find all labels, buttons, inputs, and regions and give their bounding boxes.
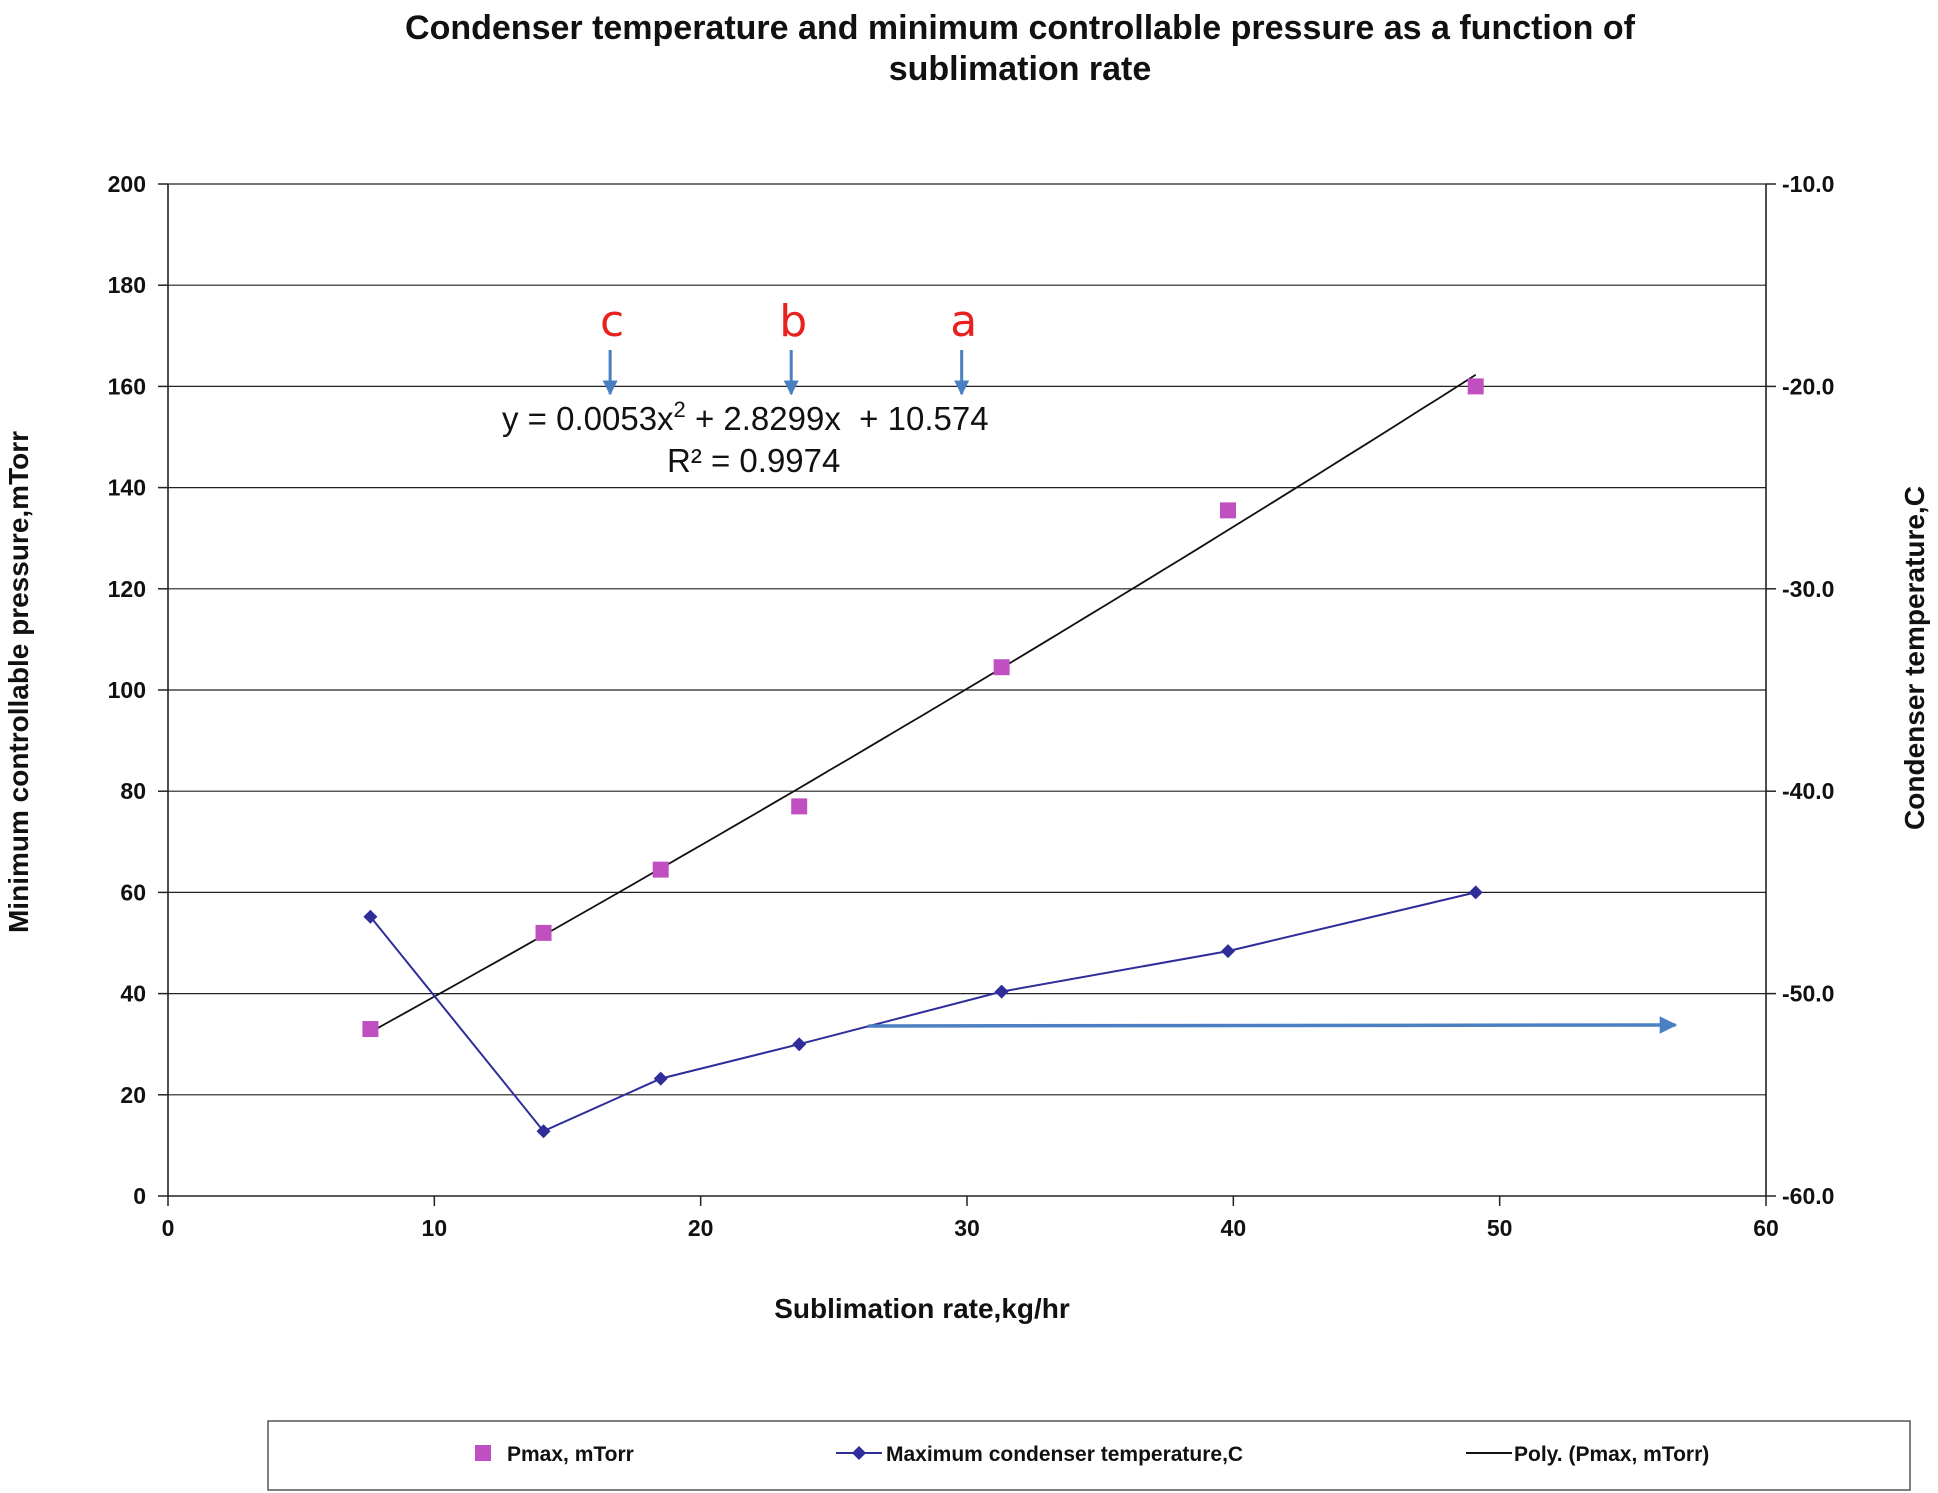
temperature-point bbox=[653, 1071, 668, 1086]
x-axis-tick-label: 20 bbox=[688, 1215, 714, 1241]
right-axis-tick-label: -30.0 bbox=[1782, 576, 1834, 602]
annotation-letter-a: a bbox=[950, 296, 977, 347]
pmax-point bbox=[993, 659, 1010, 676]
right-axis-tick-label: -50.0 bbox=[1782, 981, 1834, 1007]
pmax-point bbox=[791, 798, 808, 815]
x-axis-tick-labels: 0 10 20 30 40 50 60 bbox=[162, 1215, 1779, 1241]
legend-box bbox=[267, 1420, 1911, 1491]
left-axis-tick-label: 80 bbox=[120, 778, 146, 804]
right-axis-tick-label: -20.0 bbox=[1782, 373, 1834, 399]
annotation-letter-b: b bbox=[779, 296, 807, 347]
pmax-series-layer bbox=[362, 378, 1484, 1038]
left-axis-tick-label: 160 bbox=[108, 373, 146, 399]
x-axis-tick-label: 30 bbox=[954, 1215, 980, 1241]
x-axis-tick-label: 0 bbox=[162, 1215, 175, 1241]
pmax-point bbox=[535, 924, 552, 941]
x-axis-tick-label: 50 bbox=[1487, 1215, 1513, 1241]
temperature-point bbox=[1468, 885, 1483, 900]
right-axis-tick-label: -60.0 bbox=[1782, 1183, 1834, 1209]
left-axis-tick-label: 140 bbox=[108, 475, 146, 501]
x-axis-tick-label: 10 bbox=[422, 1215, 448, 1241]
left-axis-tick-label: 120 bbox=[108, 576, 146, 602]
legend-temp-label: Maximum condenser temperature,C bbox=[886, 1443, 1243, 1466]
legend-poly-label: Poly. (Pmax, mTorr) bbox=[1514, 1443, 1709, 1466]
horizontal-arrow bbox=[868, 1016, 1678, 1034]
temperature-point bbox=[536, 1124, 551, 1139]
y-axis-left-label: Minimum controllable pressure,mTorr bbox=[3, 431, 34, 933]
pmax-point bbox=[1467, 378, 1484, 395]
temperature-series-layer bbox=[363, 885, 1483, 1139]
trendline-poly-pmax bbox=[369, 374, 1477, 1033]
left-axis-tick-label: 180 bbox=[108, 272, 146, 298]
pmax-point bbox=[1220, 502, 1237, 519]
temperature-point bbox=[1221, 944, 1236, 959]
left-axis-tick-label: 60 bbox=[120, 879, 146, 905]
legend-pmax-swatch bbox=[475, 1445, 491, 1461]
trendline-layer bbox=[369, 374, 1477, 1033]
right-axis-tick-labels: -60.0 -50.0 -40.0 -30.0 -20.0 -10.0 bbox=[1782, 171, 1834, 1209]
left-axis-tick-label: 100 bbox=[108, 677, 146, 703]
left-axis-tick-label: 200 bbox=[108, 171, 146, 197]
annotation-letter-c: c bbox=[600, 296, 624, 347]
legend-temp-diamond bbox=[852, 1446, 866, 1460]
left-axis-tick-label: 20 bbox=[120, 1082, 146, 1108]
left-axis-tick-labels: 0 20 40 60 80 100 120 140 160 180 200 bbox=[108, 171, 146, 1209]
x-axis-tick-label: 40 bbox=[1221, 1215, 1247, 1241]
trendline-equation: y = 0.0053x2 + 2.8299x + 10.574 bbox=[502, 397, 989, 437]
r-squared-label: R² = 0.9974 bbox=[667, 442, 840, 479]
temperature-point bbox=[363, 909, 378, 924]
x-axis-tick-label: 60 bbox=[1753, 1215, 1779, 1241]
pmax-point bbox=[652, 861, 669, 878]
y-axis-right-label: Condenser temperature,C bbox=[1899, 486, 1930, 830]
chart-title: Condenser temperature and minimum contro… bbox=[405, 9, 1636, 47]
temperature-point bbox=[994, 984, 1009, 999]
temperature-point bbox=[792, 1037, 807, 1052]
legend-pmax-label: Pmax, mTorr bbox=[507, 1443, 634, 1466]
legend: Pmax, mTorr Maximum condenser temperatur… bbox=[267, 1420, 1911, 1491]
left-axis-tick-label: 0 bbox=[133, 1183, 146, 1209]
right-axis-tick-label: -40.0 bbox=[1782, 778, 1834, 804]
axes bbox=[158, 183, 1776, 1206]
pmax-point bbox=[362, 1021, 379, 1038]
chart-subtitle: sublimation rate bbox=[889, 50, 1152, 88]
right-axis-tick-label: -10.0 bbox=[1782, 171, 1834, 197]
left-axis-tick-label: 40 bbox=[120, 981, 146, 1007]
gridlines bbox=[168, 183, 1766, 1096]
x-axis-label: Sublimation rate,kg/hr bbox=[774, 1293, 1070, 1324]
